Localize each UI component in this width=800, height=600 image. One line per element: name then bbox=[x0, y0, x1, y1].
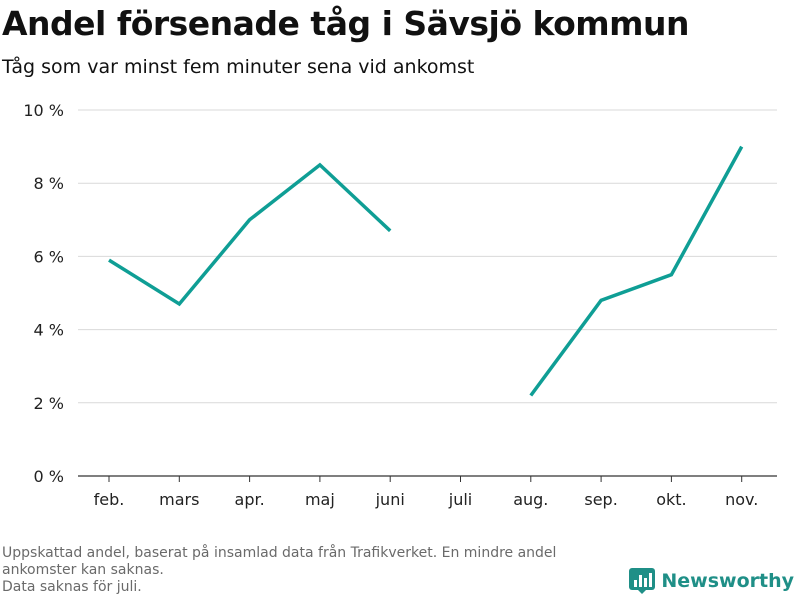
chart-subtitle: Tåg som var minst fem minuter sena vid a… bbox=[2, 56, 475, 78]
line-chart: 0 % 2 % 4 % 6 % 8 % 10 % feb. mars apr. maj juni ju… bbox=[23, 101, 777, 509]
footnote-source: Uppskattad andel, baserat på insamlad da… bbox=[2, 545, 557, 578]
y-tick-label: 10 % bbox=[23, 101, 64, 120]
x-tick-label: mars bbox=[159, 490, 199, 509]
x-tick-label: aug. bbox=[513, 490, 548, 509]
x-tick-label: sep. bbox=[584, 490, 617, 509]
x-tick-label: juni bbox=[375, 490, 405, 509]
footnote-missing-data: Data saknas för juli. bbox=[2, 579, 142, 595]
x-tick-label: apr. bbox=[235, 490, 265, 509]
brand-logo[interactable]: Newsworthy bbox=[629, 568, 794, 594]
brand-name: Newsworthy bbox=[661, 570, 794, 592]
y-tick-label: 0 % bbox=[34, 467, 64, 486]
x-tick-label: okt. bbox=[656, 490, 686, 509]
chart-title: Andel försenade tåg i Sävsjö kommun bbox=[2, 4, 690, 43]
x-tick-label: juli bbox=[448, 490, 472, 509]
x-tick-label: feb. bbox=[94, 490, 125, 509]
x-tick-label: nov. bbox=[725, 490, 758, 509]
y-tick-label: 4 % bbox=[34, 321, 64, 340]
x-tick-label: maj bbox=[305, 490, 335, 509]
series-line-segment bbox=[108, 162, 392, 307]
y-tick-label: 8 % bbox=[34, 174, 64, 193]
footnote: Uppskattad andel, baserat på insamlad da… bbox=[2, 545, 632, 596]
y-tick-label: 2 % bbox=[34, 394, 64, 413]
series-line-segment bbox=[529, 145, 744, 397]
y-tick-label: 6 % bbox=[34, 247, 64, 266]
newsworthy-logo-icon bbox=[629, 568, 656, 594]
